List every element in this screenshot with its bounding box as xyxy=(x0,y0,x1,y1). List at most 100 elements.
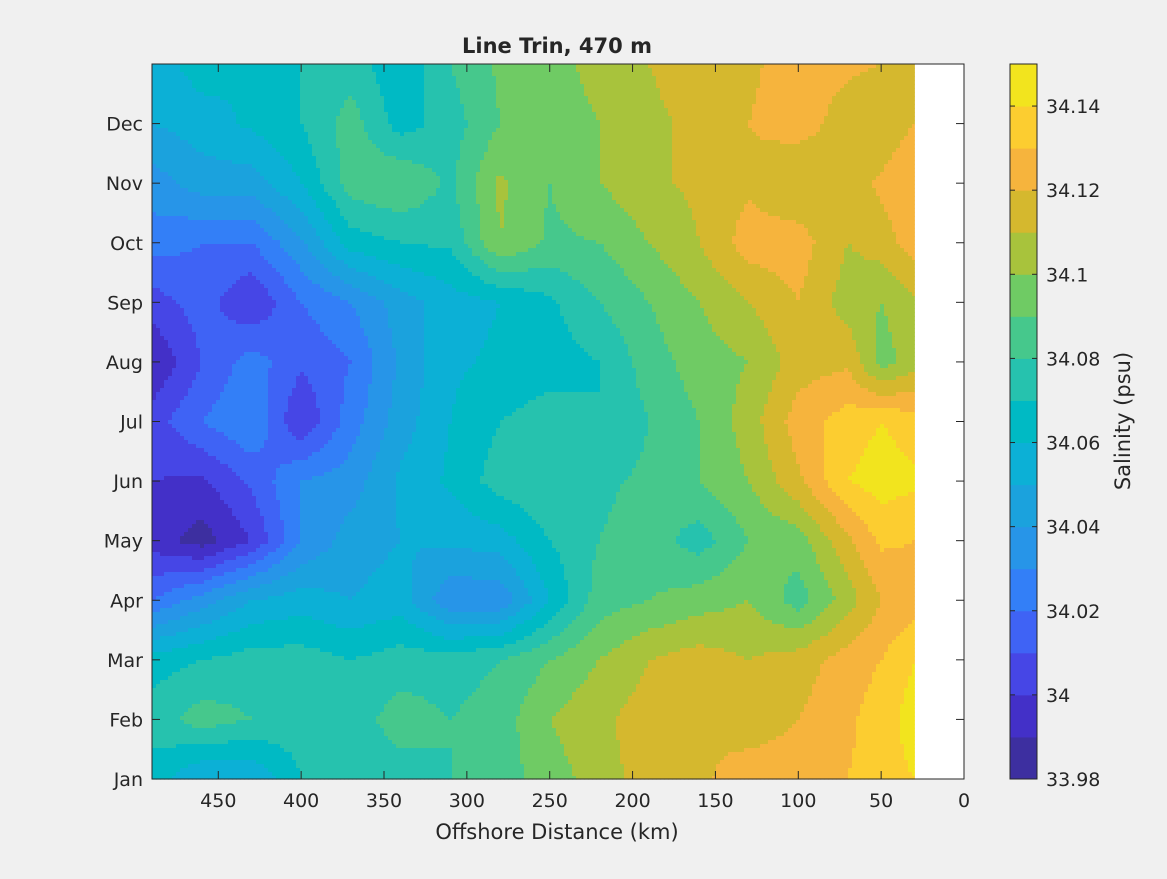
contour-cell xyxy=(316,80,321,85)
contour-cell xyxy=(152,112,157,117)
contour-cell xyxy=(480,116,485,121)
contour-cell xyxy=(488,116,493,121)
contour-cell xyxy=(712,76,717,81)
contour-cell xyxy=(300,108,305,113)
contour-cell xyxy=(624,88,629,93)
contour-cell xyxy=(628,124,633,129)
contour-cell xyxy=(188,76,193,81)
contour-cell xyxy=(180,76,185,81)
contour-cell xyxy=(448,76,453,81)
contour-cell xyxy=(460,124,465,129)
contour-cell xyxy=(584,108,589,113)
contour-cell xyxy=(592,112,597,117)
contour-cell xyxy=(372,80,377,85)
contour-cell xyxy=(164,96,169,101)
contour-cell xyxy=(284,80,289,85)
contour-cell xyxy=(428,108,433,113)
contour-cell xyxy=(768,108,773,113)
contour-cell xyxy=(760,96,765,101)
contour-cell xyxy=(360,116,365,121)
contour-cell xyxy=(484,108,489,113)
contour-cell xyxy=(440,112,445,117)
contour-cell xyxy=(272,120,277,125)
contour-cell xyxy=(392,68,397,73)
contour-cell xyxy=(480,80,485,85)
contour-cell xyxy=(640,64,645,69)
contour-cell xyxy=(288,68,293,73)
contour-cell xyxy=(900,88,905,93)
contour-cell xyxy=(384,100,389,105)
contour-cell xyxy=(748,124,753,129)
contour-cell xyxy=(392,88,397,93)
contour-cell xyxy=(452,64,457,69)
contour-cell xyxy=(468,108,473,113)
contour-cell xyxy=(484,80,489,85)
contour-cell xyxy=(888,104,893,109)
contour-cell xyxy=(420,92,425,97)
contour-cell xyxy=(580,100,585,105)
contour-cell xyxy=(900,108,905,113)
contour-cell xyxy=(312,104,317,109)
contour-cell xyxy=(296,116,301,121)
contour-cell xyxy=(376,68,381,73)
contour-cell xyxy=(684,92,689,97)
contour-cell xyxy=(380,84,385,89)
contour-cell xyxy=(548,64,553,69)
contour-cell xyxy=(352,124,357,129)
contour-cell xyxy=(688,92,693,97)
contour-cell xyxy=(808,80,813,85)
contour-cell xyxy=(912,116,915,121)
contour-cell xyxy=(768,92,773,97)
contour-cell xyxy=(624,68,629,73)
contour-cell xyxy=(432,104,437,109)
contour-cell xyxy=(468,100,473,105)
contour-cell xyxy=(248,120,253,125)
contour-cell xyxy=(708,120,713,125)
contour-cell xyxy=(832,120,837,125)
contour-cell xyxy=(276,96,281,101)
contour-cell xyxy=(536,72,541,77)
contour-cell xyxy=(352,120,357,125)
contour-cell xyxy=(728,100,733,105)
contour-cell xyxy=(168,68,173,73)
contour-cell xyxy=(680,64,685,69)
contour-cell xyxy=(576,112,581,117)
contour-cell xyxy=(368,116,373,121)
contour-cell xyxy=(544,112,549,117)
contour-cell xyxy=(264,96,269,101)
contour-cell xyxy=(484,84,489,89)
contour-cell xyxy=(576,68,581,73)
contour-cell xyxy=(820,100,825,105)
contour-cell xyxy=(192,124,197,129)
contour-cell xyxy=(160,120,165,125)
contour-cell xyxy=(700,104,705,109)
contour-cell xyxy=(464,104,469,109)
contour-cell xyxy=(772,108,777,113)
contour-cell xyxy=(444,76,449,81)
contour-cell xyxy=(200,96,205,101)
contour-cell xyxy=(440,64,445,69)
contour-cell xyxy=(700,68,705,73)
contour-cell xyxy=(580,88,585,93)
contour-cell xyxy=(720,116,725,121)
contour-cell xyxy=(728,76,733,81)
contour-cell xyxy=(904,120,909,125)
contour-cell xyxy=(904,112,909,117)
contour-cell xyxy=(524,84,529,89)
contour-cell xyxy=(748,120,753,125)
contour-cell xyxy=(324,64,329,69)
contour-cell xyxy=(376,84,381,89)
contour-cell xyxy=(232,104,237,109)
contour-cell xyxy=(508,124,513,129)
contour-cell xyxy=(484,96,489,101)
contour-cell xyxy=(452,72,457,77)
contour-cell xyxy=(772,104,777,109)
contour-cell xyxy=(556,92,561,97)
contour-cell xyxy=(632,124,637,129)
contour-cell xyxy=(584,100,589,105)
contour-cell xyxy=(416,72,421,77)
contour-cell xyxy=(908,116,913,121)
contour-cell xyxy=(572,72,577,77)
contour-cell xyxy=(732,84,737,89)
contour-cell xyxy=(684,120,689,125)
